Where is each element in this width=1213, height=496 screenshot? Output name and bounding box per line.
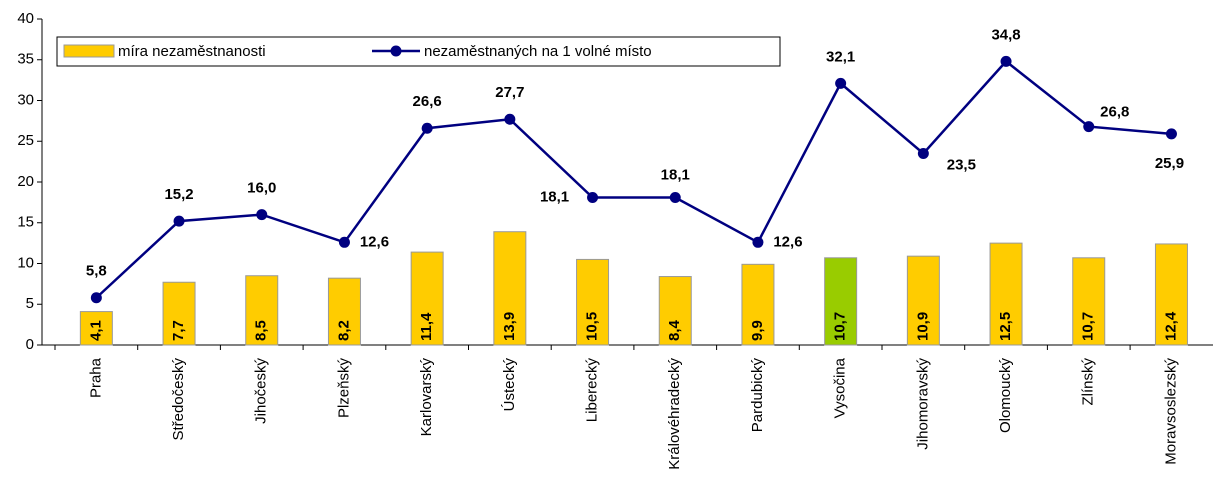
bar — [741, 263, 775, 346]
y-tick-label: 40 — [17, 10, 34, 27]
bar-value-label: 9,9 — [749, 320, 766, 341]
y-tick-label: 5 — [26, 295, 34, 312]
legend-marker — [390, 45, 402, 57]
line-point — [173, 215, 185, 227]
line-value-label: 32,1 — [826, 48, 855, 65]
bar-value-label: 8,5 — [253, 320, 270, 341]
x-tick-label: Liberecký — [584, 358, 601, 423]
bar-value-label: 11,4 — [418, 312, 435, 341]
legend-label: nezaměstnaných na 1 volné místo — [424, 43, 652, 60]
y-tick-label: 25 — [17, 132, 34, 149]
bar-value-label: 10,7 — [832, 312, 849, 341]
x-tick-label: Plzeňský — [335, 358, 352, 419]
y-tick-label: 10 — [17, 254, 34, 271]
y-tick-label: 30 — [17, 91, 34, 108]
line-point — [587, 191, 599, 203]
line-series — [95, 59, 1172, 299]
bar-value-label: 7,7 — [170, 320, 187, 341]
line-point — [90, 292, 102, 304]
line-point — [1000, 55, 1012, 67]
x-tick-label: Královéhradecký — [666, 358, 683, 470]
x-tick-label: Olomoucký — [997, 358, 1014, 434]
bar — [410, 251, 444, 346]
bar-value-label: 13,9 — [501, 312, 518, 341]
bar-value-label: 10,7 — [1080, 312, 1097, 341]
bar — [576, 258, 610, 346]
bar-value-label: 10,5 — [584, 312, 601, 341]
bar — [824, 257, 858, 346]
line-point — [421, 122, 433, 134]
line-value-label: 34,8 — [991, 26, 1020, 43]
y-tick-label: 0 — [26, 336, 34, 353]
bar-value-label: 8,2 — [335, 320, 352, 341]
y-tick-label: 35 — [17, 51, 34, 68]
x-tick-label: Jihočeský — [253, 358, 270, 424]
bar — [79, 311, 113, 346]
bar — [1154, 243, 1188, 346]
x-tick-label: Ústecký — [501, 358, 518, 412]
line-value-label: 18,1 — [661, 166, 690, 183]
line-value-label: 5,8 — [86, 263, 107, 280]
bar-value-label: 10,9 — [914, 312, 931, 341]
line-value-label: 23,5 — [947, 156, 976, 173]
line-point — [752, 236, 764, 248]
line-value-label: 16,0 — [247, 180, 276, 197]
line-point — [256, 209, 268, 221]
bar — [493, 231, 527, 346]
bar — [989, 242, 1023, 346]
x-tick-label: Pardubický — [749, 358, 766, 433]
line-point — [669, 191, 681, 203]
bar-value-label: 12,4 — [1162, 311, 1179, 341]
bar — [245, 275, 279, 346]
bar — [327, 277, 361, 346]
line-point — [835, 77, 847, 89]
line-point — [338, 236, 350, 248]
line-point — [504, 113, 516, 125]
legend-swatch — [63, 44, 115, 58]
x-tick-label: Vysočina — [832, 357, 849, 418]
line-value-label: 18,1 — [540, 188, 569, 205]
y-tick-label: 15 — [17, 214, 34, 231]
line-value-label: 26,8 — [1100, 104, 1129, 121]
x-tick-label: Zlínský — [1080, 358, 1097, 406]
x-tick-label: Středočeský — [170, 358, 187, 441]
line-value-label: 27,7 — [495, 84, 524, 101]
bar — [906, 255, 940, 346]
legend-label: míra nezaměstnanosti — [118, 43, 266, 60]
bar-value-label: 8,4 — [666, 319, 683, 341]
line-point — [1165, 128, 1177, 140]
x-tick-label: Karlovarský — [418, 358, 435, 437]
line-value-label: 15,2 — [164, 186, 193, 203]
line-value-label: 12,6 — [773, 233, 802, 250]
line-value-label: 26,6 — [413, 93, 442, 110]
bar — [1072, 257, 1106, 346]
bar — [162, 281, 196, 346]
x-tick-label: Moravsoslezský — [1162, 358, 1179, 465]
bar — [658, 276, 692, 346]
line-value-label: 25,9 — [1155, 155, 1184, 172]
line-value-label: 12,6 — [360, 233, 389, 250]
x-tick-label: Jihomoravský — [914, 358, 931, 450]
x-tick-label: Praha — [87, 357, 104, 398]
bar-value-label: 12,5 — [997, 312, 1014, 341]
bar-value-label: 4,1 — [87, 320, 104, 341]
line-point — [917, 147, 929, 159]
line-point — [1083, 121, 1095, 133]
y-tick-label: 20 — [17, 173, 34, 190]
